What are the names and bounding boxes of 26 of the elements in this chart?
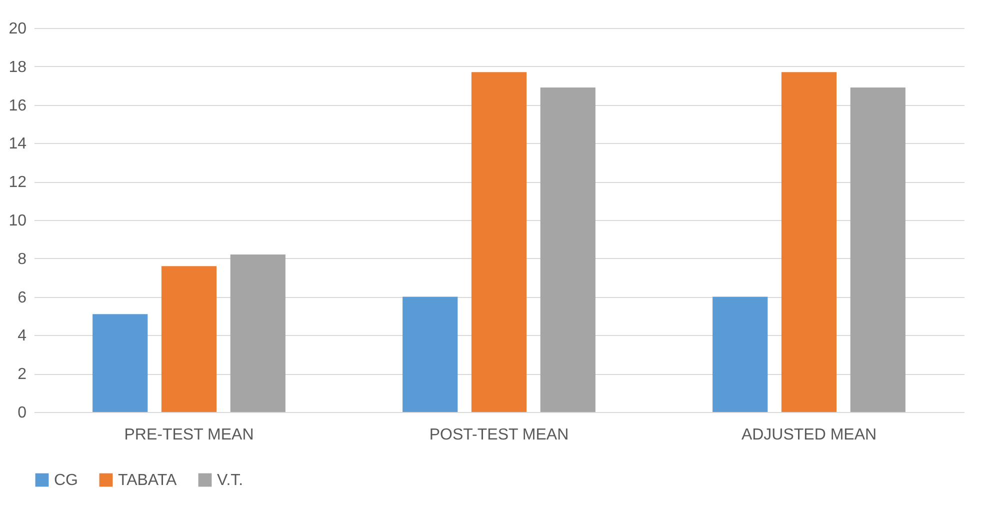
y-tick-label: 18: [8, 58, 27, 76]
bar: [850, 88, 906, 412]
bar: [540, 88, 596, 412]
y-tick-label: 12: [8, 174, 27, 192]
bar: [161, 266, 217, 412]
y-tick-label: 14: [8, 136, 27, 153]
y-tick-label: 6: [18, 289, 27, 306]
y-tick-label: 8: [18, 250, 27, 268]
legend-label: CG: [54, 472, 78, 489]
bar: [781, 72, 837, 412]
y-tick-label: 0: [18, 404, 27, 422]
x-tick-label: ADJUSTED MEAN: [741, 426, 877, 444]
y-tick-label: 10: [8, 212, 27, 230]
bar: [92, 314, 148, 412]
legend-label: TABATA: [118, 472, 177, 489]
bar: [230, 254, 286, 412]
y-tick-label: 16: [8, 97, 27, 114]
y-tick-label: 4: [18, 328, 27, 345]
bar: [712, 296, 768, 412]
bar: [402, 296, 458, 412]
y-tick-label: 2: [18, 366, 27, 384]
bar: [471, 72, 527, 412]
y-tick-label: 20: [8, 20, 27, 38]
x-tick-label: POST-TEST MEAN: [429, 426, 569, 444]
x-tick-label: PRE-TEST MEAN: [124, 426, 254, 444]
legend-label: V.T.: [217, 472, 244, 489]
